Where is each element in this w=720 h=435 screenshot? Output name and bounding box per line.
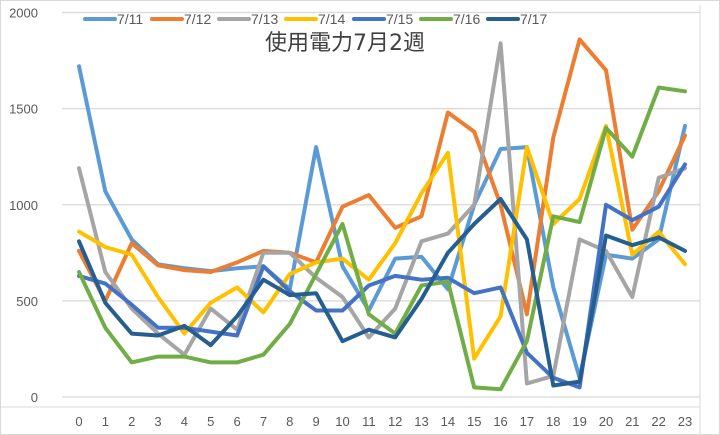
legend-label: 7/11 (117, 11, 143, 27)
x-tick-label: 13 (414, 414, 428, 429)
x-tick-label: 17 (520, 414, 534, 429)
x-tick-label: 11 (362, 414, 376, 429)
y-tick-label: 1500 (9, 102, 38, 117)
x-axis-tick-labels: 0 1 2 3 4 5 6 7 8 9 10 11 12 13 14 15 16 17 18 19 20 21 22 23 (75, 414, 692, 429)
x-tick-label: 21 (625, 414, 639, 429)
x-tick-label: 18 (546, 414, 560, 429)
x-tick-label: 14 (441, 414, 455, 429)
legend: 7/11 7/12 7/13 7/14 7/15 7/16 7/17 (83, 11, 547, 27)
series-line-7-12 (77, 37, 687, 317)
x-tick-label: 6 (233, 414, 240, 429)
x-tick-label: 2 (128, 414, 135, 429)
x-tick-label: 20 (599, 414, 613, 429)
x-tick-label: 19 (572, 414, 586, 429)
x-tick-label: 12 (388, 414, 402, 429)
x-tick-label: 1 (102, 414, 109, 429)
y-tick-label: 2000 (9, 6, 38, 21)
x-tick-label: 0 (75, 414, 82, 429)
series-line-7-17 (77, 197, 687, 388)
x-tick-label: 9 (313, 414, 320, 429)
x-tick-label: 7 (260, 414, 267, 429)
x-tick-label: 22 (651, 414, 665, 429)
legend-label: 7/13 (251, 11, 278, 27)
legend-label: 7/16 (453, 11, 480, 27)
legend-label: 7/14 (318, 11, 345, 27)
x-tick-label: 8 (286, 414, 293, 429)
y-axis-tick-labels: 0 500 1000 1500 2000 (9, 6, 38, 406)
y-tick-label: 1000 (9, 198, 38, 213)
x-tick-label: 23 (678, 414, 692, 429)
legend-label: 7/15 (386, 11, 413, 27)
x-tick-label: 5 (207, 414, 214, 429)
x-tick-label: 16 (493, 414, 507, 429)
series-lines (77, 37, 687, 392)
gridlines (0, 5, 701, 435)
x-tick-label: 3 (154, 414, 161, 429)
x-tick-label: 15 (467, 414, 481, 429)
y-tick-label: 0 (31, 390, 38, 405)
x-tick-label: 10 (335, 414, 349, 429)
legend-label: 7/17 (520, 11, 547, 27)
series-line-7-16 (77, 85, 687, 392)
chart-title: 使用電力7月2週 (265, 31, 425, 56)
legend-label: 7/12 (184, 11, 211, 27)
x-tick-label: 4 (181, 414, 188, 429)
y-tick-label: 500 (16, 294, 38, 309)
